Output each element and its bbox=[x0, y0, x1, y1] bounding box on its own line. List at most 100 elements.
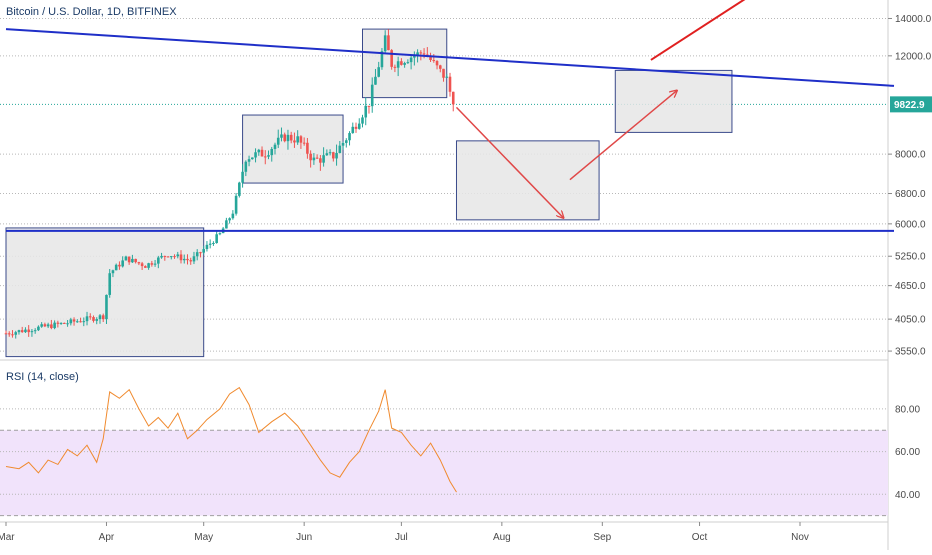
candle-body bbox=[325, 153, 329, 156]
range-box bbox=[5, 227, 205, 358]
range-box bbox=[242, 114, 344, 184]
candle-body bbox=[53, 322, 56, 329]
time-tick-label: May bbox=[194, 532, 213, 543]
candle-body bbox=[244, 161, 248, 172]
candle-body bbox=[448, 76, 452, 92]
candle-body bbox=[108, 273, 112, 295]
candle-body bbox=[429, 56, 432, 61]
candle-body bbox=[257, 149, 261, 153]
candle-body bbox=[37, 326, 40, 331]
candle-body bbox=[312, 157, 316, 161]
candle-body bbox=[393, 66, 397, 68]
candle-body bbox=[195, 252, 199, 257]
candle-body bbox=[302, 142, 306, 144]
candle-body bbox=[124, 256, 128, 261]
candle-body bbox=[46, 324, 50, 327]
candle-body bbox=[82, 321, 86, 323]
rsi-tick-label: 40.00 bbox=[895, 490, 920, 501]
candle-body bbox=[406, 62, 410, 64]
candle-body bbox=[121, 260, 124, 267]
last-price-badge bbox=[890, 96, 932, 113]
candle-body bbox=[134, 258, 137, 263]
price-tick-label: 6800.0 bbox=[895, 189, 926, 200]
candle-body bbox=[335, 152, 338, 159]
candle-body bbox=[383, 35, 387, 52]
candle-body bbox=[111, 270, 115, 274]
candle-body bbox=[322, 155, 325, 163]
range-box bbox=[614, 69, 733, 133]
candle-body bbox=[88, 316, 92, 318]
candle-body bbox=[351, 126, 355, 134]
candle-body bbox=[299, 136, 303, 143]
candle-body bbox=[179, 254, 183, 261]
candle-body bbox=[380, 51, 384, 68]
candle-body bbox=[189, 260, 193, 262]
candle-body bbox=[254, 152, 257, 158]
candle-body bbox=[416, 52, 419, 56]
candle-body bbox=[357, 123, 361, 129]
candle-body bbox=[192, 256, 196, 262]
candle-body bbox=[166, 256, 170, 258]
target-line bbox=[650, 0, 746, 61]
candle-body bbox=[289, 134, 293, 141]
candle-body bbox=[50, 324, 53, 329]
candle-body bbox=[127, 256, 131, 263]
time-tick-label: Apr bbox=[99, 532, 115, 543]
candle-body bbox=[202, 249, 205, 253]
price-tick-label: 8000.0 bbox=[895, 150, 926, 161]
candle-body bbox=[114, 264, 118, 271]
projection-arrow bbox=[455, 106, 563, 217]
candle-body bbox=[182, 258, 186, 261]
candle-body bbox=[241, 171, 244, 183]
candle-body bbox=[435, 61, 439, 66]
candle-body bbox=[344, 140, 348, 143]
rsi-title: RSI (14, close) bbox=[6, 371, 79, 383]
candle-body bbox=[251, 157, 254, 160]
rsi-tick-label: 80.00 bbox=[895, 404, 920, 415]
candle-body bbox=[403, 63, 406, 65]
candle-body bbox=[85, 316, 89, 322]
candle-body bbox=[33, 330, 37, 332]
candle-body bbox=[276, 137, 280, 145]
candle-body bbox=[319, 158, 322, 163]
candle-body bbox=[364, 105, 368, 118]
time-tick-label: Sep bbox=[593, 532, 611, 543]
candle-body bbox=[101, 315, 105, 320]
candle-body bbox=[24, 329, 27, 333]
projection-arrow bbox=[569, 91, 677, 181]
candle-body bbox=[260, 149, 264, 157]
candle-body bbox=[140, 263, 144, 267]
candle-body bbox=[92, 317, 95, 321]
candle-body bbox=[11, 334, 14, 336]
candle-body bbox=[247, 159, 251, 162]
candle-body bbox=[118, 264, 121, 267]
candle-body bbox=[150, 263, 154, 265]
candle-body bbox=[280, 134, 283, 138]
candle-body bbox=[199, 252, 202, 254]
candle-body bbox=[409, 57, 413, 63]
candle-body bbox=[75, 321, 79, 323]
candle-body bbox=[173, 256, 176, 258]
candle-body bbox=[377, 67, 381, 77]
candle-body bbox=[72, 319, 76, 322]
candle-body bbox=[215, 234, 218, 243]
candle-body bbox=[328, 152, 332, 154]
price-tick-label: 4050.0 bbox=[895, 315, 926, 326]
rsi-tick-label: 60.00 bbox=[895, 447, 920, 458]
candle-body bbox=[153, 263, 157, 265]
candle-body bbox=[137, 262, 141, 264]
candle-body bbox=[306, 142, 309, 154]
time-tick-label: Jul bbox=[395, 532, 408, 543]
candle-body bbox=[315, 157, 319, 159]
candle-body bbox=[225, 220, 228, 229]
candle-body bbox=[228, 218, 231, 221]
candle-body bbox=[56, 322, 60, 324]
candle-body bbox=[367, 105, 371, 107]
candle-body bbox=[387, 35, 390, 51]
candle-body bbox=[419, 52, 423, 54]
price-tick-label: 6000.0 bbox=[895, 219, 926, 230]
time-tick-label: Nov bbox=[791, 532, 809, 543]
candle-body bbox=[283, 134, 287, 142]
candle-body bbox=[20, 330, 24, 333]
candle-body bbox=[238, 182, 241, 196]
